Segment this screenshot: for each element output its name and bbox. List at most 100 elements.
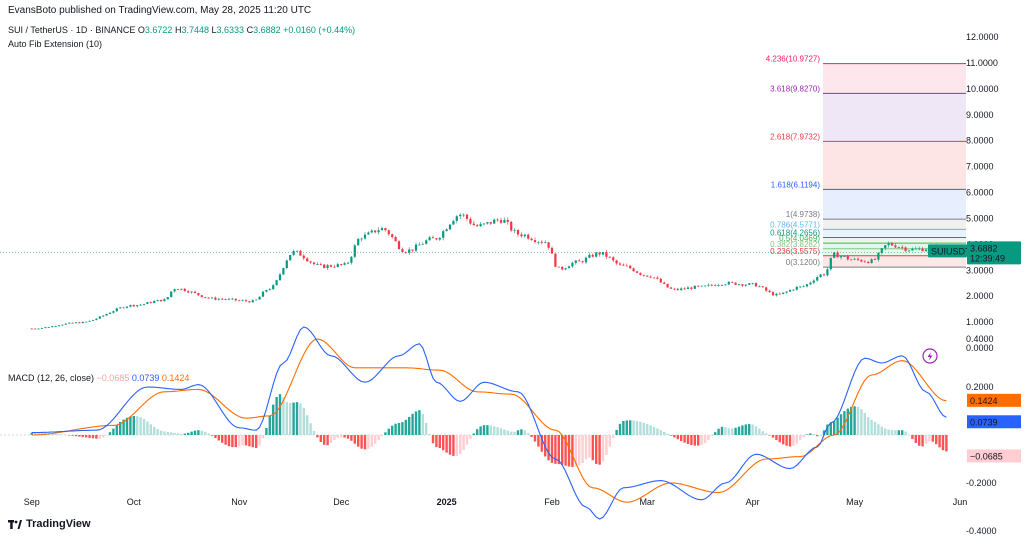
- candle-body: [700, 285, 703, 287]
- macd-hist-bar: [173, 432, 176, 435]
- candle-body: [812, 280, 815, 283]
- candle-body: [826, 269, 829, 276]
- macd-hist-bar: [612, 435, 615, 438]
- candle-body: [268, 289, 271, 291]
- macd-hist-bar: [629, 420, 632, 435]
- candle-body: [659, 278, 662, 283]
- macd-hist-bar: [244, 435, 248, 446]
- tradingview-logo-icon: [8, 519, 22, 529]
- candle-body: [200, 295, 203, 298]
- candle-body: [367, 232, 370, 235]
- macd-hist-bar: [928, 435, 931, 442]
- macd-tick-label: 0.4000: [966, 334, 994, 344]
- macd-hist-bar: [340, 435, 343, 438]
- macd-hist-bar: [455, 435, 458, 456]
- candle-body: [867, 261, 870, 264]
- macd-hist-bar: [778, 435, 781, 443]
- candle-body: [765, 287, 768, 291]
- macd-hist-bar: [768, 435, 771, 436]
- macd-hist-bar: [74, 435, 78, 437]
- macd-hist-bar: [578, 435, 581, 466]
- macd-hist-bar: [275, 396, 278, 435]
- candle-body: [428, 237, 431, 241]
- candle-body: [452, 220, 455, 225]
- candle-body: [241, 300, 244, 302]
- macd-hist-bar: [897, 430, 900, 435]
- candle-body: [775, 293, 778, 296]
- lightning-icon[interactable]: [922, 348, 938, 364]
- macd-hist-bar: [207, 433, 210, 435]
- macd-hist-bar: [367, 435, 370, 449]
- macd-hist-bar: [61, 434, 64, 436]
- macd-hist-bar: [452, 435, 455, 456]
- candle-body: [904, 247, 907, 251]
- macd-hist-bar: [85, 435, 88, 438]
- candle-body: [149, 302, 152, 304]
- macd-title[interactable]: MACD (12, 26, close): [8, 373, 95, 383]
- macd-hist-bar: [149, 424, 152, 435]
- macd-hist-bar: [822, 430, 826, 435]
- macd-hist-bar: [608, 435, 611, 447]
- macd-hist-bar: [765, 433, 768, 435]
- macd-hist-bar: [850, 406, 853, 435]
- macd-hist-bar: [170, 432, 173, 435]
- indicator-label[interactable]: Auto Fib Extension (10): [8, 39, 103, 49]
- candle-body: [652, 277, 656, 279]
- macd-hist-bar: [652, 426, 656, 435]
- macd-hist-bar: [309, 423, 312, 435]
- candle-body: [890, 243, 894, 246]
- price-tick-label: 3.0000: [966, 265, 994, 275]
- candle-body: [571, 262, 574, 267]
- candle-body: [299, 250, 302, 256]
- candle-body: [71, 322, 74, 324]
- candle-body: [353, 245, 356, 257]
- macd-hist-bar: [142, 418, 146, 435]
- macd-hist-bar: [353, 435, 356, 444]
- candle-body: [166, 297, 169, 300]
- candle-body: [822, 274, 826, 276]
- price-tick-label: 8.0000: [966, 136, 994, 146]
- candle-body: [309, 261, 312, 263]
- macd-hist-bar: [499, 428, 503, 435]
- candle-body: [520, 234, 523, 237]
- macd-hist-bar: [285, 401, 288, 435]
- candle-body: [751, 283, 754, 284]
- macd-hist-bar: [302, 407, 305, 435]
- macd-hist-bar: [564, 435, 567, 466]
- tradingview-brand[interactable]: TradingView: [8, 518, 91, 530]
- candle-body: [408, 249, 411, 253]
- candle-body: [506, 219, 509, 222]
- symbol-name[interactable]: SUI / TetherUS · 1D · BINANCE: [8, 25, 136, 35]
- fib-label-0.382: 0.382(3.8282): [770, 240, 820, 249]
- price-tick-label: 5.0000: [966, 213, 994, 223]
- macd-hist-bar: [217, 435, 220, 441]
- macd-hist-bar: [625, 420, 628, 435]
- candle-body: [680, 288, 683, 290]
- fib-label-3.618: 3.618(9.8270): [770, 84, 820, 93]
- macd-hist-bar: [156, 429, 159, 435]
- candle-body: [574, 260, 577, 263]
- macd-hist-bar: [581, 435, 584, 464]
- hist-badge: [967, 449, 1021, 463]
- candle-body: [193, 291, 197, 293]
- candle-body: [173, 289, 176, 292]
- macd-hist-bar: [758, 428, 761, 435]
- macd-hist-bar: [51, 433, 54, 435]
- candle-body: [540, 241, 543, 243]
- macd-hist-bar: [731, 428, 734, 435]
- macd-hist-bar: [642, 422, 645, 435]
- candle-body: [180, 288, 183, 290]
- macd-hist-bar: [646, 424, 649, 435]
- macd-hist-bar: [700, 435, 703, 445]
- candle-body: [588, 254, 591, 258]
- macd-hist-bar: [40, 432, 44, 435]
- candle-body: [489, 222, 492, 224]
- candle-body: [142, 303, 146, 305]
- macd-hist-bar: [666, 433, 669, 435]
- macd-hist-bar: [890, 430, 894, 435]
- macd-hist-bar: [282, 397, 285, 435]
- macd-hist-bar: [98, 435, 101, 439]
- candle-body: [785, 291, 788, 293]
- candle-body: [486, 222, 489, 224]
